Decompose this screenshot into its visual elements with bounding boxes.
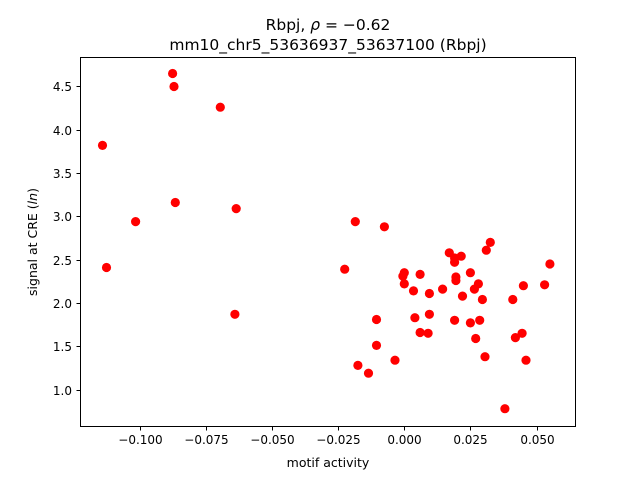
data-point-37 (465, 318, 475, 328)
data-point-40 (473, 279, 483, 289)
data-point-3 (168, 68, 178, 79)
data-point-51 (521, 355, 531, 365)
data-point-7 (231, 204, 241, 214)
y-tick-label-3: 2.5 (53, 254, 72, 268)
x-tick-label-6: 0.050 (520, 433, 554, 447)
data-point-22 (415, 269, 425, 279)
data-point-23 (415, 327, 425, 338)
data-point-8 (230, 309, 240, 319)
plot-area-frame (80, 57, 576, 427)
data-point-48 (510, 333, 520, 343)
data-point-43 (480, 352, 490, 362)
data-point-33 (450, 315, 460, 325)
data-point-0 (97, 140, 108, 150)
data-point-13 (371, 314, 382, 325)
data-point-26 (423, 328, 433, 338)
chart-title-line2: mm10_chr5_53636937_53637100 (Rbpj) (169, 36, 486, 55)
data-point-19 (399, 279, 409, 289)
data-point-27 (438, 284, 448, 294)
data-point-16 (390, 355, 400, 365)
x-tick-label-0: −0.100 (118, 433, 162, 447)
data-point-41 (475, 315, 485, 325)
chart-title-line1: Rbpj, ρ = −0.62 (266, 16, 391, 34)
data-point-9 (340, 264, 350, 274)
y-tick-label-5: 3.5 (53, 167, 72, 181)
y-axis-label: signal at CRE (ln) (25, 188, 40, 296)
data-point-45 (485, 237, 495, 247)
data-point-32 (451, 275, 461, 286)
y-tick-label-0: 1.0 (53, 384, 72, 398)
y-tick-label-1: 1.5 (53, 340, 72, 354)
scatter-points (97, 68, 555, 414)
data-point-20 (408, 286, 419, 296)
data-point-30 (450, 257, 460, 267)
x-tick-label-1: −0.075 (184, 433, 228, 447)
data-point-50 (518, 281, 529, 291)
data-point-47 (508, 294, 518, 305)
data-point-12 (363, 368, 374, 378)
data-point-52 (540, 280, 550, 290)
data-point-35 (457, 291, 468, 301)
data-point-4 (169, 81, 179, 92)
data-point-2 (131, 217, 141, 227)
data-point-46 (500, 404, 510, 414)
data-point-24 (424, 288, 434, 299)
data-point-42 (477, 294, 487, 305)
data-point-14 (371, 340, 382, 350)
data-point-49 (517, 328, 527, 338)
y-tick-label-4: 3.0 (53, 210, 72, 224)
data-point-18 (399, 268, 409, 278)
data-point-36 (465, 268, 475, 278)
data-point-6 (215, 102, 225, 112)
data-point-25 (424, 309, 434, 319)
data-point-5 (170, 197, 180, 208)
y-tick-label-2: 2.0 (53, 297, 72, 311)
data-point-21 (410, 313, 420, 323)
x-tick-label-4: 0.000 (387, 433, 421, 447)
data-point-44 (481, 245, 491, 255)
x-tick-label-3: −0.025 (316, 433, 360, 447)
data-point-10 (350, 217, 360, 227)
axis-ticks: −0.100 −0.075 −0.050 −0.025 0.000 0.025 0.050 1… (53, 80, 555, 447)
x-axis-label: motif activity (287, 455, 370, 470)
data-point-15 (379, 222, 389, 232)
data-point-1 (101, 262, 112, 273)
data-point-39 (471, 333, 481, 344)
x-tick-label-5: 0.025 (453, 433, 487, 447)
y-tick-label-7: 4.5 (53, 80, 72, 94)
data-point-53 (545, 259, 555, 269)
x-tick-label-2: −0.050 (250, 433, 294, 447)
data-point-11 (353, 360, 363, 370)
y-tick-label-6: 4.0 (53, 124, 72, 138)
data-point-34 (456, 251, 466, 261)
